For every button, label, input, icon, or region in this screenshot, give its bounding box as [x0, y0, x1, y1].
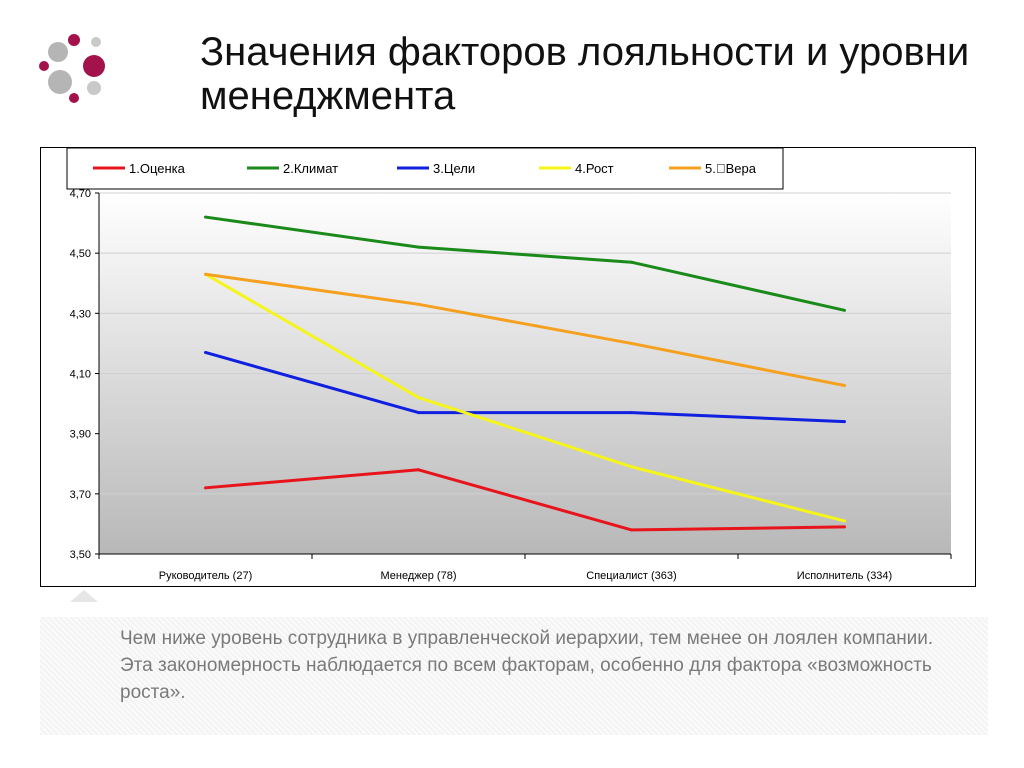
logo-dot [87, 81, 101, 95]
data-point [630, 528, 633, 532]
legend-label: 4.Рост [575, 161, 614, 176]
x-tick-label: Специалист (363) [586, 570, 676, 582]
y-tick-label: 3,50 [70, 549, 91, 561]
data-point [843, 525, 846, 529]
y-tick-label: 4,70 [70, 188, 91, 200]
y-tick-label: 3,90 [70, 429, 91, 441]
legend-label: 3.Цели [433, 161, 475, 176]
series-line-1 [205, 468, 845, 532]
data-point [843, 519, 846, 523]
data-point [630, 341, 633, 345]
logo-dot [83, 55, 105, 77]
logo-dot [48, 42, 68, 62]
data-point [417, 245, 420, 249]
data-point [417, 468, 420, 472]
logo-dot [39, 61, 49, 71]
caption-text: Чем ниже уровень сотрудника в управленче… [120, 628, 934, 703]
data-point [630, 411, 633, 415]
loyalty-line-chart: 3,50 3,70 3,90 4,10 4,30 4,50 4,70 Руководитель… [66, 148, 952, 582]
data-point [204, 215, 207, 219]
y-tick-label: 4,30 [70, 308, 91, 320]
slide-title: Значения факторов лояльности и уровни ме… [200, 30, 970, 118]
data-point [417, 396, 420, 400]
caption-box: Чем ниже уровень сотрудника в управленче… [40, 617, 988, 735]
data-point [204, 486, 207, 490]
series-line-2 [205, 215, 845, 312]
callout-pointer [70, 590, 98, 602]
company-logo [39, 34, 105, 103]
y-tick-label: 4,10 [70, 369, 91, 381]
data-point [843, 308, 846, 312]
data-point [204, 350, 207, 354]
data-point [843, 384, 846, 388]
data-point [843, 420, 846, 424]
data-point [630, 465, 633, 469]
logo-dot [48, 70, 72, 94]
data-point [204, 272, 207, 276]
data-point [417, 302, 420, 306]
x-tick-label: Исполнитель (334) [797, 570, 892, 582]
data-point [417, 411, 420, 415]
x-tick-label: Руководитель (27) [159, 570, 252, 582]
legend-label: 2.Климат [283, 161, 338, 176]
chart-frame: 3,50 3,70 3,90 4,10 4,30 4,50 4,70 Руководитель… [40, 147, 976, 587]
legend-label: 1.Оценка [129, 161, 186, 176]
data-point [630, 260, 633, 264]
series-line-4 [204, 272, 845, 523]
x-tick-label: Менеджер (78) [381, 570, 457, 582]
logo-dot [69, 93, 79, 103]
series-line-5 [205, 272, 845, 388]
series-line-3 [205, 350, 845, 424]
legend-label: 5.Вера [705, 161, 757, 176]
logo-dot [68, 34, 80, 46]
logo-dot [91, 37, 101, 47]
y-tick-label: 4,50 [70, 248, 91, 260]
y-tick-label: 3,70 [70, 489, 91, 501]
